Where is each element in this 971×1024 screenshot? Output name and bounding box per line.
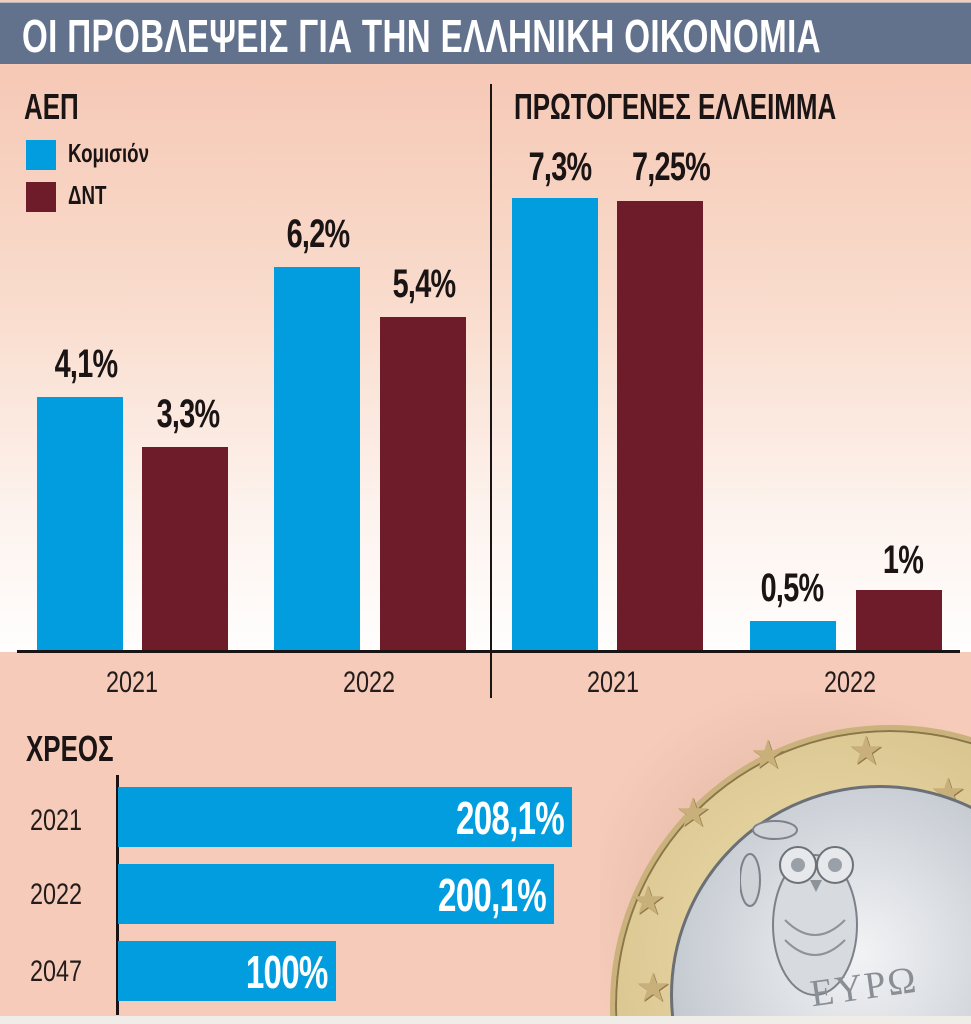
star-icon: ★ bbox=[848, 729, 884, 773]
deficit-2021-commission-label: 7,3% bbox=[528, 145, 592, 189]
page-title: ΟΙ ΠΡΟΒΛΕΨΕΙΣ ΓΙΑ ΤΗΝ ΕΛΛΗΝΙΚΗ ΟΙΚΟΝΟΜΙΑ bbox=[22, 10, 821, 62]
star-icon: ★ bbox=[630, 879, 666, 923]
gdp-2021-commission-bar bbox=[37, 397, 123, 650]
legend-swatch-imf bbox=[26, 182, 56, 212]
debt-bar-2021: 208,1% bbox=[118, 787, 572, 847]
bottom-strip bbox=[0, 1016, 971, 1024]
title-bar: ΟΙ ΠΡΟΒΛΕΨΕΙΣ ΓΙΑ ΤΗΝ ΕΛΛΗΝΙΚΗ ΟΙΚΟΝΟΜΙΑ bbox=[0, 2, 971, 64]
gdp-2021-imf-label: 3,3% bbox=[156, 392, 220, 436]
deficit-2022-imf-label: 1% bbox=[882, 538, 924, 582]
legend-swatch-commission bbox=[26, 140, 56, 170]
gdp-2022-imf-label: 5,4% bbox=[392, 262, 456, 306]
owl-icon bbox=[740, 820, 858, 996]
deficit-title: ΠΡΩΤΟΓΕΝΕΣ ΕΛΛΕΙΜΜΑ bbox=[514, 86, 837, 127]
debt-bar-2047: 100% bbox=[118, 941, 336, 1001]
debt-bar-2022: 200,1% bbox=[118, 864, 554, 924]
debt-value-2021: 208,1% bbox=[455, 792, 565, 844]
gdp-2021-imf-bar bbox=[142, 447, 228, 650]
debt-value-2047: 100% bbox=[246, 946, 329, 998]
debt-year-2021: 2021 bbox=[30, 804, 83, 837]
deficit-2021-imf-label: 7,25% bbox=[631, 145, 711, 189]
gdp-year-2021: 2021 bbox=[105, 666, 159, 699]
panel-divider bbox=[490, 84, 492, 698]
gdp-2022-commission-bar bbox=[274, 267, 360, 650]
deficit-year-2021: 2021 bbox=[586, 666, 640, 699]
deficit-2022-commission-label: 0,5% bbox=[760, 566, 824, 610]
debt-axis-line bbox=[116, 775, 119, 1015]
star-icon: ★ bbox=[750, 733, 786, 777]
legend-label-imf: ΔΝΤ bbox=[68, 180, 107, 210]
gdp-2021-commission-label: 4,1% bbox=[54, 342, 118, 386]
star-icon: ★ bbox=[675, 791, 711, 835]
debt-year-2022: 2022 bbox=[30, 878, 83, 911]
debt-year-2047: 2047 bbox=[30, 955, 83, 988]
deficit-year-2022: 2022 bbox=[823, 666, 877, 699]
deficit-2021-imf-bar bbox=[617, 201, 703, 650]
deficit-2022-commission-bar bbox=[750, 621, 836, 650]
star-icon: ★ bbox=[635, 966, 671, 1010]
legend-label-commission: Κομισιόν bbox=[68, 138, 150, 168]
debt-value-2022: 200,1% bbox=[437, 869, 547, 921]
deficit-2021-commission-bar bbox=[512, 198, 598, 650]
debt-title: ΧΡΕΟΣ bbox=[26, 728, 114, 769]
gdp-title: ΑΕΠ bbox=[24, 86, 79, 127]
gdp-2022-commission-label: 6,2% bbox=[286, 212, 350, 256]
deficit-2022-imf-bar bbox=[856, 590, 942, 650]
euro-coin-image: ★ ★ ★ ★ ★ ★ ΕΥΡΩ bbox=[600, 690, 971, 1024]
gdp-year-2022: 2022 bbox=[342, 666, 396, 699]
x-axis-baseline bbox=[17, 650, 960, 653]
gdp-2022-imf-bar bbox=[380, 317, 466, 650]
